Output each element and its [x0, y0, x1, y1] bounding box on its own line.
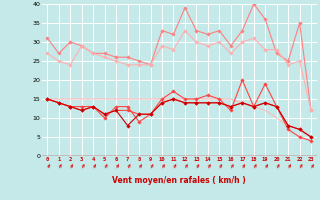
X-axis label: Vent moyen/en rafales ( km/h ): Vent moyen/en rafales ( km/h ) — [112, 176, 246, 185]
